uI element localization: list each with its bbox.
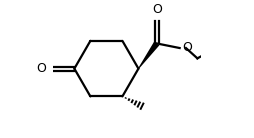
- Text: O: O: [183, 41, 192, 54]
- Text: O: O: [36, 62, 46, 75]
- Text: O: O: [152, 3, 162, 16]
- Polygon shape: [138, 42, 159, 69]
